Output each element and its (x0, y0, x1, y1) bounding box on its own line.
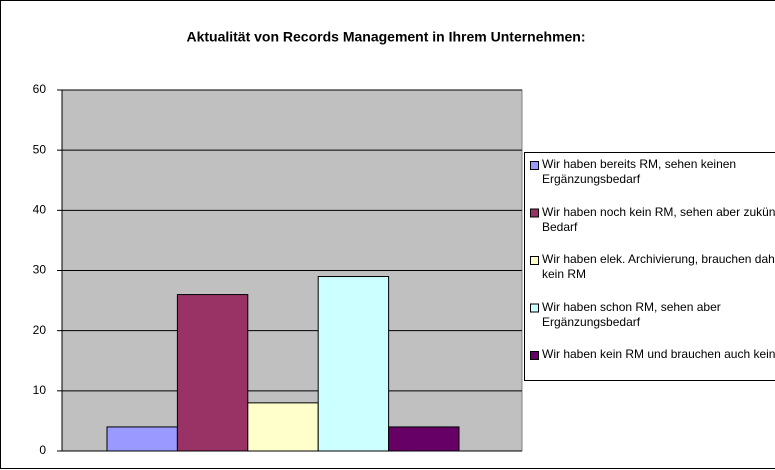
y-tick-label: 50 (33, 142, 47, 156)
y-tick-label: 60 (33, 82, 47, 96)
legend-swatch (530, 303, 539, 313)
bar (388, 426, 460, 452)
y-tick-label: 30 (33, 263, 47, 277)
legend-label: Wir haben noch kein RM, sehen aber zukün… (542, 204, 775, 234)
legend-label: Wir haben elek. Archivierung, brauchen d… (542, 252, 775, 281)
legend-label: Wir haben schon RM, sehen aber Ergänzung… (542, 299, 721, 329)
legend-swatch (530, 256, 539, 265)
bar (176, 294, 249, 452)
bar (317, 276, 390, 452)
legend-box (524, 152, 775, 381)
y-tick-label: 40 (33, 203, 47, 217)
y-tick-label: 20 (33, 323, 47, 337)
y-tick-label: 10 (33, 383, 47, 397)
chart-title: Aktualität von Records Management in Ihr… (186, 29, 585, 45)
bar (106, 426, 178, 452)
bar (247, 402, 319, 452)
legend-swatch (530, 351, 539, 360)
legend-swatch (530, 161, 539, 170)
y-tick-label: 0 (39, 443, 46, 457)
legend-label: Wir haben kein RM und brauchen auch kein… (542, 347, 775, 361)
legend-label: Wir haben bereits RM, sehen keinen Ergän… (542, 157, 737, 186)
legend-swatch (530, 208, 539, 218)
